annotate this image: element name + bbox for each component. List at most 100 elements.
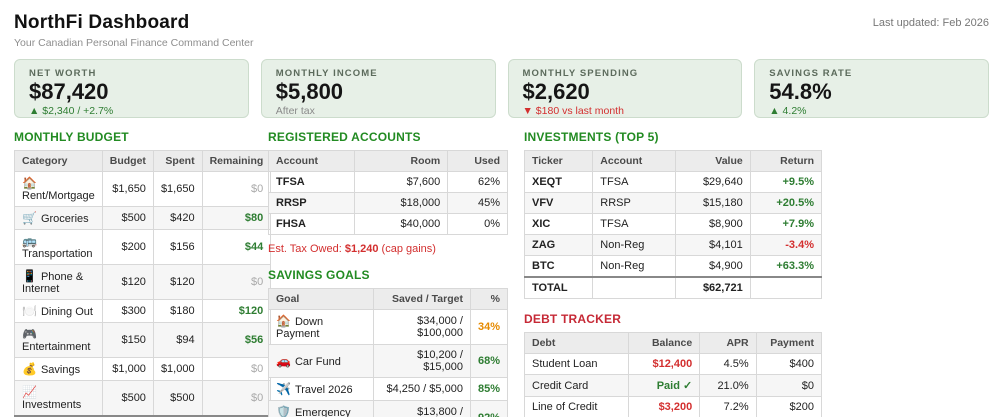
header-titles: NorthFi Dashboard Your Canadian Personal…: [14, 12, 254, 49]
table-row: TFSA $7,600 62%: [267, 171, 508, 193]
room-cell: $40,000: [354, 213, 449, 235]
apr-cell: 21.0%: [699, 374, 757, 397]
section-title-savings-goals: SAVINGS GOALS: [268, 268, 370, 282]
spent-cell: $180: [152, 299, 203, 323]
remaining-cell: $0: [201, 264, 272, 300]
room-cell: $18,000: [354, 192, 449, 214]
debt-name: Student Loan: [524, 353, 629, 375]
column-header: Budget: [101, 150, 154, 172]
header: NorthFi Dashboard Your Canadian Personal…: [14, 12, 989, 49]
remaining-cell: $0: [201, 380, 272, 417]
section-title-debt-tracker: DEBT TRACKER: [524, 312, 622, 326]
budget-cell: $300: [101, 299, 154, 323]
middle-column: REGISTERED ACCOUNTS Account Room Used TF…: [267, 130, 509, 417]
budget-cell: $120: [101, 264, 154, 300]
chart-up-icon: 📈: [22, 385, 37, 399]
account-name: TFSA: [267, 171, 356, 193]
remaining-cell: $56: [201, 322, 272, 358]
registered-accounts-table: Account Room Used TFSA $7,600 62% RRSP $…: [267, 150, 508, 235]
dining-icon: 🍽️: [22, 304, 37, 318]
car-icon: 🚗: [276, 354, 291, 368]
spent-cell: $1,650: [152, 171, 203, 207]
category-label: Rent/Mortgage: [22, 190, 95, 202]
table-row: RRSP $18,000 45%: [267, 192, 508, 214]
column-header: Account: [267, 150, 356, 172]
budget-cell: $500: [101, 206, 154, 230]
goal-label: Emergency Fund: [294, 407, 351, 417]
account-cell: Non-Reg: [592, 234, 677, 256]
investments-table: Ticker Account Value Return XEQT TFSA $2…: [523, 150, 823, 299]
column-header: Category: [14, 150, 103, 172]
balance-cell: Paid ✓: [627, 374, 701, 397]
kpi-label: NET WORTH: [29, 68, 97, 79]
goal-label: Car Fund: [294, 356, 341, 368]
used-cell: 62%: [447, 171, 508, 193]
total-label: TOTAL: [523, 276, 594, 299]
tax-note-suffix: (cap gains): [378, 243, 436, 255]
saved-target-cell: $4,250 / $5,000: [372, 377, 471, 401]
kpi-value: $5,800: [275, 79, 344, 104]
goal-pct-cell: 92%: [469, 400, 509, 417]
goal-label: Down Payment: [276, 316, 324, 340]
shield-icon: 🛡️: [276, 405, 291, 417]
table-header-row: Account Room Used: [267, 150, 508, 172]
kpi-label: MONTHLY INCOME: [275, 68, 378, 79]
page-subtitle: Your Canadian Personal Finance Command C…: [14, 37, 254, 49]
column-header: Spent: [152, 150, 203, 172]
table-row: Line of Credit $3,200 7.2% $200: [524, 396, 823, 417]
account-cell: Non-Reg: [592, 255, 677, 278]
payment-cell: $200: [755, 396, 823, 417]
table-row: 📈Investments $500 $500 $0: [14, 380, 272, 417]
category-label: Dining Out: [40, 306, 93, 318]
debt-name: Credit Card: [524, 374, 629, 397]
table-row: Credit Card Paid ✓ 21.0% $0: [524, 374, 823, 397]
kpi-label: SAVINGS RATE: [769, 68, 853, 79]
table-total-row: TOTAL $62,721: [523, 276, 823, 299]
table-header-row: Goal Saved / Target %: [268, 288, 509, 310]
saved-target-cell: $34,000 / $100,000: [372, 309, 471, 345]
account-name: RRSP: [267, 192, 356, 214]
value-cell: $29,640: [675, 171, 751, 193]
column-header: Used: [447, 150, 508, 172]
goal-label: Travel 2026: [294, 384, 353, 396]
last-updated: Last updated: Feb 2026: [872, 17, 989, 29]
budget-cell: $200: [101, 229, 154, 265]
remaining-cell: $120: [201, 299, 272, 323]
kpi-cards-row: NET WORTH $87,420 ▲ $2,340 / +2.7% MONTH…: [14, 59, 989, 118]
budget-cell: $150: [101, 322, 154, 358]
right-column: INVESTMENTS (TOP 5) Ticker Account Value…: [523, 130, 823, 417]
ticker-cell: XIC: [523, 213, 594, 235]
budget-cell: $1,000: [101, 357, 154, 381]
table-row: Student Loan $12,400 4.5% $400: [524, 353, 823, 375]
column-header: Debt: [524, 332, 629, 354]
kpi-card-monthly-income: MONTHLY INCOME $5,800 After tax: [260, 59, 496, 118]
table-row: 🛒 Groceries $500 $420 $80: [14, 206, 272, 230]
column-header: Value: [675, 150, 751, 172]
tax-owed-note: Est. Tax Owed: $1,240 (cap gains): [268, 243, 508, 255]
saved-target-cell: $10,200 / $15,000: [372, 344, 471, 378]
kpi-value: $87,420: [29, 79, 109, 104]
table-row: XIC TFSA $8,900 +7.9%: [523, 213, 823, 235]
empty-cell: [749, 276, 823, 299]
table-row: FHSA $40,000 0%: [267, 213, 508, 235]
total-value: $62,721: [675, 276, 751, 299]
page-title: NorthFi Dashboard: [14, 12, 190, 33]
table-row: BTC Non-Reg $4,900 +63.3%: [523, 255, 823, 278]
column-header: Goal: [268, 288, 374, 310]
category-label: Groceries: [40, 213, 89, 225]
column-header: APR: [699, 332, 757, 354]
spent-cell: $156: [152, 229, 203, 265]
category-label: Investments: [22, 399, 82, 411]
category-label: Savings: [40, 364, 81, 376]
section-title-monthly-budget: MONTHLY BUDGET: [14, 130, 129, 144]
balance-cell: $3,200: [627, 396, 701, 417]
section-title-investments: INVESTMENTS (TOP 5): [524, 130, 659, 144]
apr-cell: 4.5%: [699, 353, 757, 375]
used-cell: 45%: [447, 192, 508, 214]
return-cell: -3.4%: [749, 234, 823, 256]
kpi-delta: ▲ 4.2%: [769, 105, 807, 118]
debt-name: Line of Credit: [524, 396, 629, 417]
return-cell: +9.5%: [749, 171, 823, 193]
kpi-card-monthly-spending: MONTHLY SPENDING $2,620 ▼ $180 vs last m…: [507, 59, 743, 118]
column-header: Balance: [627, 332, 701, 354]
